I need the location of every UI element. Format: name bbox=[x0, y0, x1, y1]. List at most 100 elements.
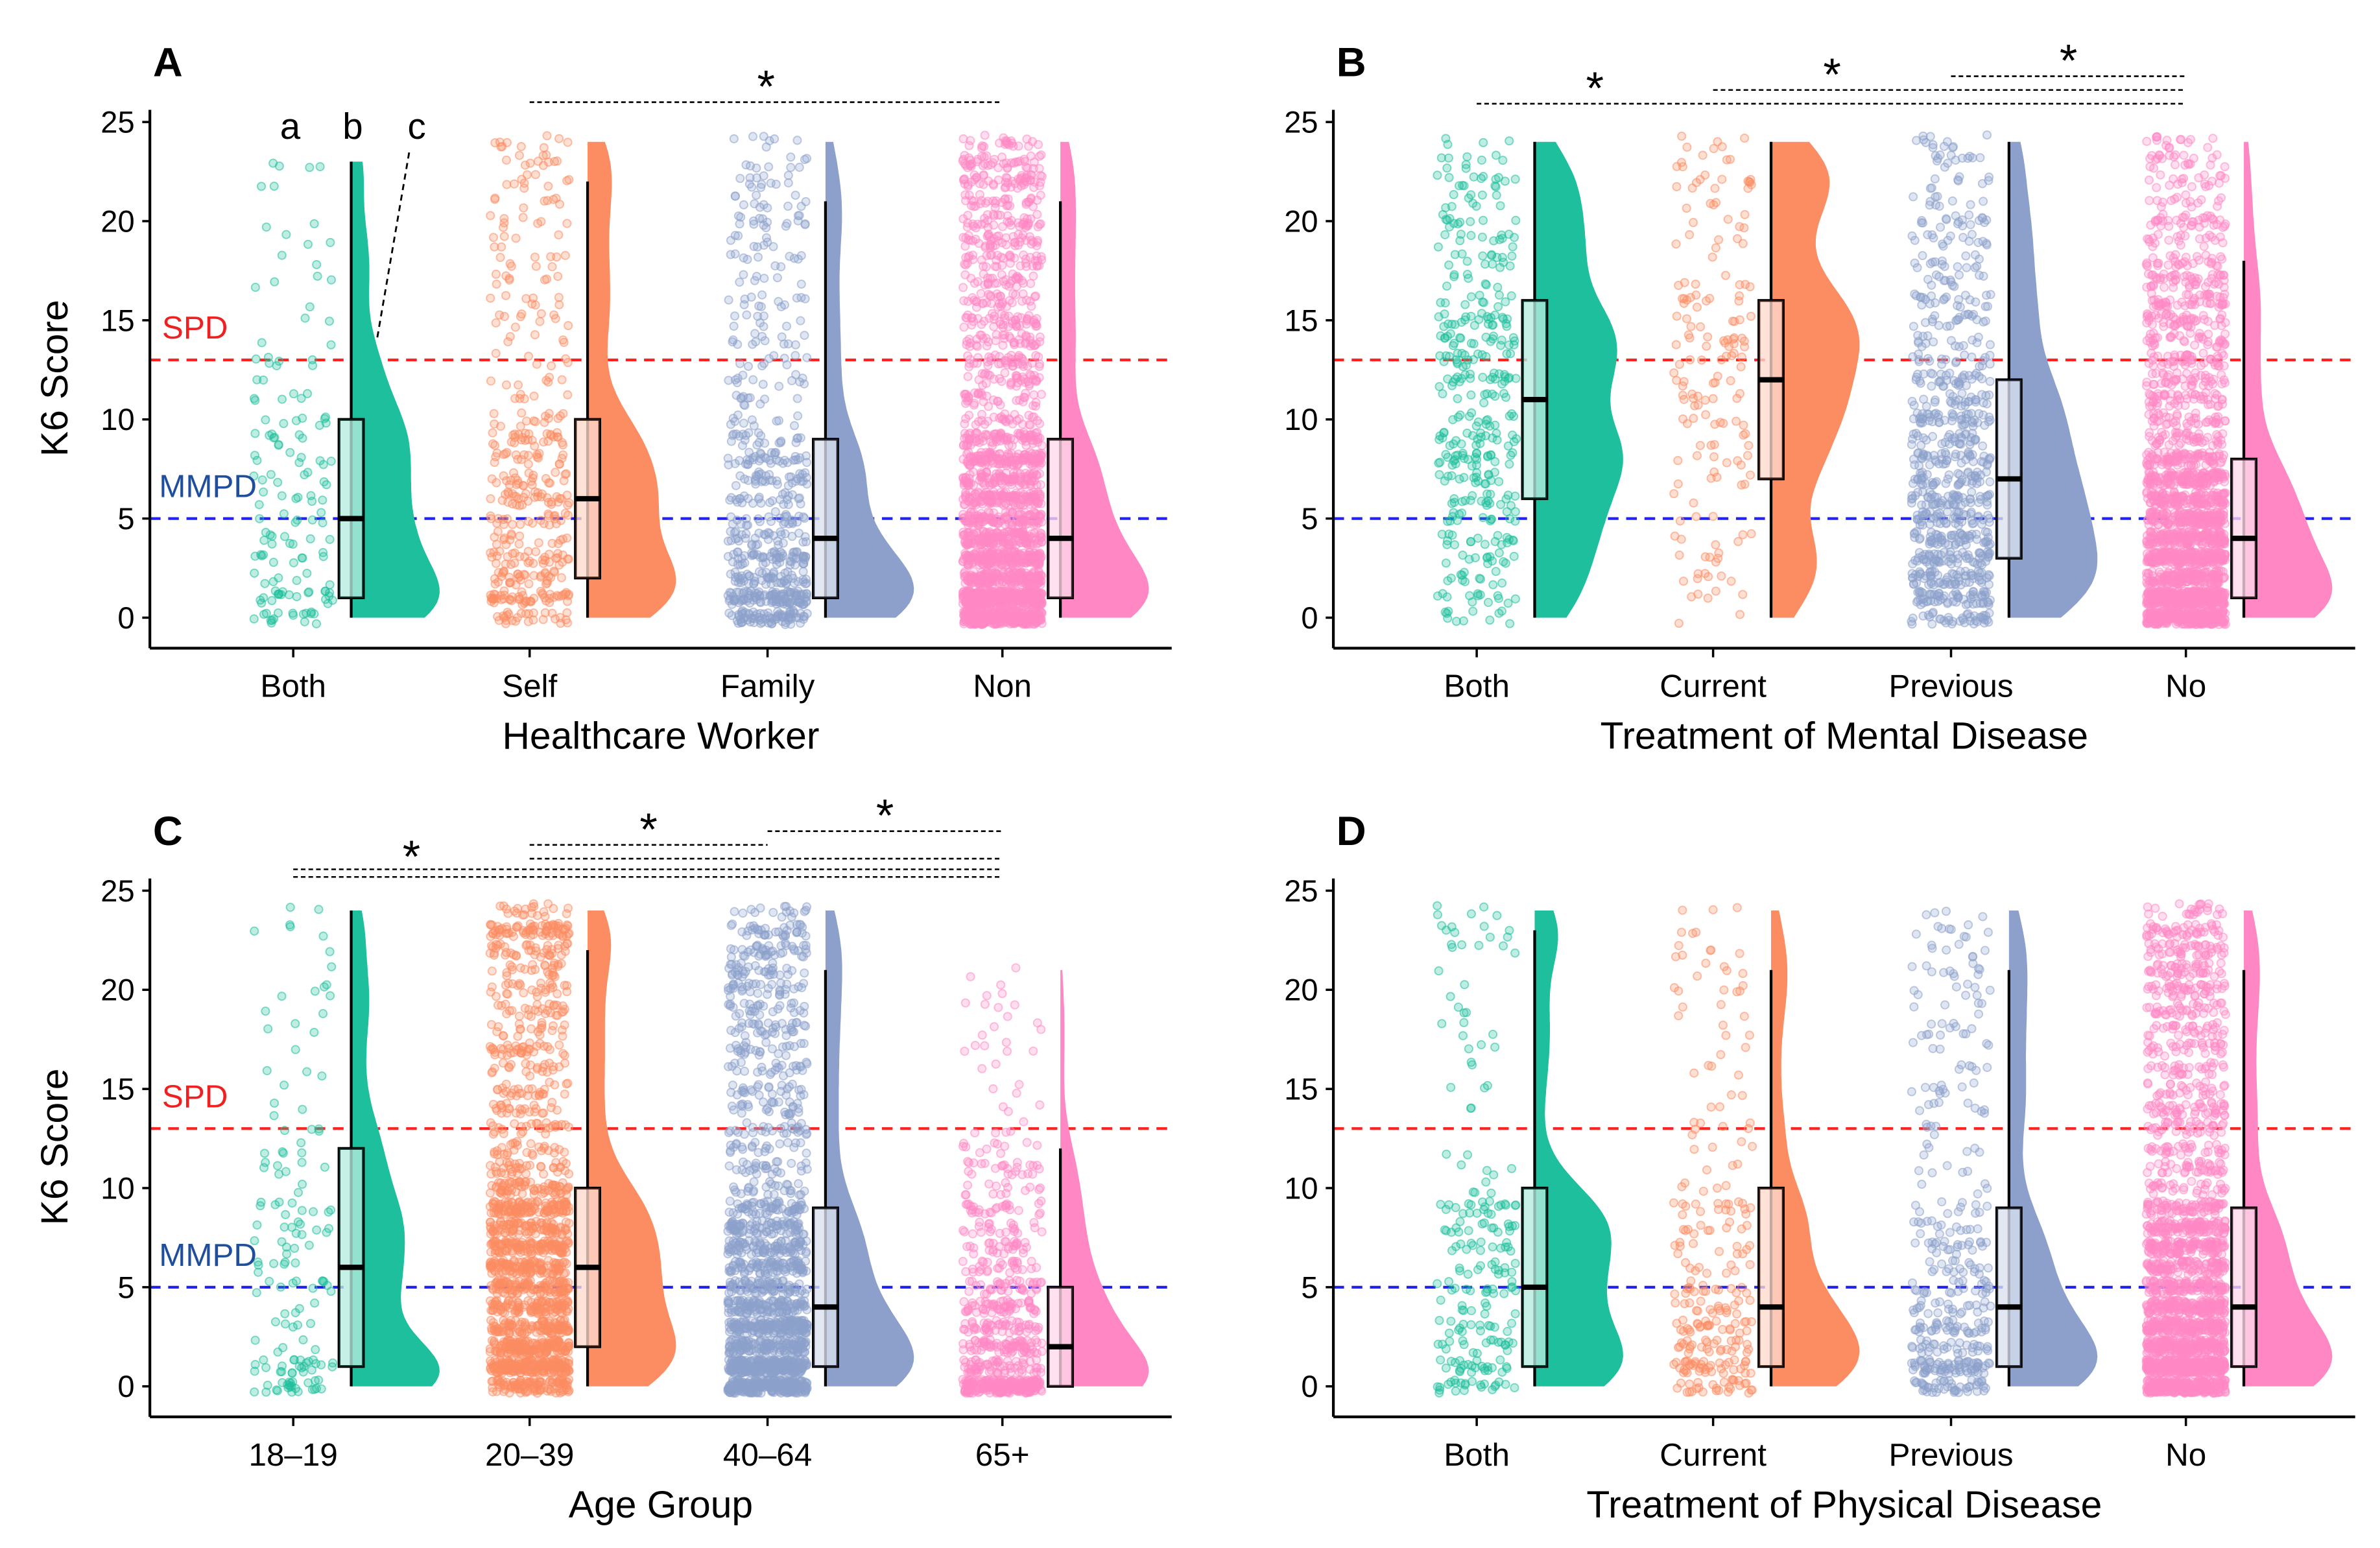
jitter-point bbox=[1502, 506, 1512, 517]
jitter-point bbox=[786, 152, 796, 162]
jitter-point bbox=[739, 594, 748, 604]
jitter-point bbox=[1034, 151, 1044, 161]
jitter-point bbox=[1003, 435, 1012, 444]
jitter-point bbox=[966, 507, 975, 517]
jitter-point bbox=[999, 556, 1009, 566]
jitter-point bbox=[284, 590, 294, 600]
jitter-point bbox=[1745, 470, 1755, 480]
jitter-point bbox=[530, 492, 540, 502]
jitter-point bbox=[781, 578, 791, 588]
x-axis-title: Healthcare Worker bbox=[502, 715, 819, 757]
jitter-point bbox=[506, 596, 517, 606]
jitter-point bbox=[728, 557, 738, 567]
jitter-point bbox=[250, 429, 260, 438]
jitter-point bbox=[1021, 436, 1030, 446]
jitter-point bbox=[1029, 412, 1039, 422]
jitter-point bbox=[1017, 515, 1027, 525]
jitter-point bbox=[1478, 251, 1488, 261]
jitter-point bbox=[497, 495, 507, 505]
jitter-point bbox=[958, 283, 968, 292]
jitter-point bbox=[960, 179, 970, 189]
jitter-point bbox=[727, 611, 737, 621]
jitter-point bbox=[1717, 174, 1727, 184]
jitter-point bbox=[492, 540, 501, 549]
jitter-point bbox=[1495, 340, 1506, 350]
jitter-point bbox=[724, 460, 733, 470]
jitter-point bbox=[555, 494, 565, 503]
jitter-point bbox=[564, 498, 574, 508]
jitter-point bbox=[549, 566, 559, 576]
jitter-point bbox=[739, 200, 748, 209]
jitter-point bbox=[1930, 398, 1940, 407]
jitter-point bbox=[1017, 527, 1028, 536]
jitter-point bbox=[1490, 181, 1500, 191]
jitter-point bbox=[758, 379, 768, 389]
jitter-point bbox=[1436, 331, 1446, 340]
jitter-point bbox=[776, 611, 786, 621]
spd-label: SPD bbox=[162, 310, 228, 346]
jitter-point bbox=[1703, 593, 1713, 603]
annotation-pointer bbox=[376, 152, 411, 339]
jitter-point bbox=[1021, 331, 1031, 340]
jitter-point bbox=[791, 351, 800, 361]
jitter-point bbox=[792, 474, 802, 484]
jitter-point bbox=[767, 447, 776, 458]
jitter-point bbox=[292, 576, 302, 586]
jitter-point bbox=[1451, 451, 1460, 460]
jitter-point bbox=[502, 137, 512, 147]
jitter-point bbox=[1985, 477, 1995, 486]
jitter-point bbox=[756, 302, 766, 311]
jitter-point bbox=[1001, 240, 1011, 250]
jitter-point bbox=[1953, 479, 1964, 489]
jitter-point bbox=[1449, 494, 1459, 504]
jitter-point bbox=[996, 456, 1006, 466]
jitter-point bbox=[754, 529, 764, 538]
jitter-point bbox=[961, 414, 971, 423]
jitter-point bbox=[517, 309, 527, 319]
jitter-point bbox=[529, 416, 539, 426]
jitter-point bbox=[958, 556, 968, 566]
jitter-point bbox=[977, 141, 987, 151]
jitter-point bbox=[1492, 190, 1501, 200]
jitter-point bbox=[1485, 499, 1495, 508]
jitter-point bbox=[495, 310, 505, 320]
jitter-point bbox=[493, 527, 503, 536]
jitter-point bbox=[1010, 241, 1020, 250]
jitter-point bbox=[251, 354, 261, 364]
jitter-point bbox=[497, 242, 506, 252]
jitter-point bbox=[1673, 456, 1683, 466]
jitter-point bbox=[1026, 279, 1036, 289]
jitter-point bbox=[1488, 320, 1498, 329]
jitter-point bbox=[969, 567, 979, 577]
jitter-point bbox=[1912, 263, 1922, 272]
jitter-point bbox=[1466, 231, 1476, 241]
jitter-point bbox=[799, 379, 809, 388]
jitter-point bbox=[1461, 361, 1471, 370]
jitter-point bbox=[1982, 500, 1992, 510]
jitter-point bbox=[976, 289, 986, 298]
jitter-point bbox=[800, 331, 809, 340]
jitter-point bbox=[270, 277, 280, 287]
jitter-point bbox=[964, 474, 974, 484]
jitter-point bbox=[509, 179, 519, 189]
jitter-point bbox=[1941, 370, 1951, 380]
jitter-point bbox=[962, 540, 972, 550]
jitter-point bbox=[1979, 196, 1988, 206]
jitter-point bbox=[783, 201, 793, 211]
jitter-point bbox=[743, 475, 753, 485]
jitter-point bbox=[490, 440, 500, 450]
jitter-point bbox=[307, 361, 318, 370]
jitter-point bbox=[1495, 499, 1506, 510]
jitter-point bbox=[768, 573, 778, 583]
jitter-point bbox=[531, 547, 541, 556]
jitter-point bbox=[257, 338, 267, 348]
jitter-point bbox=[1959, 370, 1969, 380]
jitter-point bbox=[289, 389, 298, 399]
jitter-point bbox=[1460, 300, 1470, 309]
jitter-point bbox=[730, 311, 740, 321]
jitter-point bbox=[1735, 280, 1744, 290]
jitter-point bbox=[737, 440, 748, 450]
jitter-point bbox=[990, 619, 1000, 629]
jitter-point bbox=[743, 494, 753, 503]
jitter-point bbox=[1023, 607, 1034, 617]
